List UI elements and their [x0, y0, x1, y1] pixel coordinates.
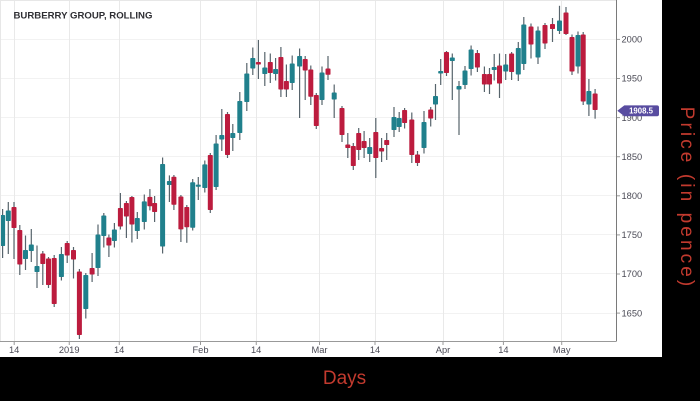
svg-text:BURBERRY GROUP, ROLLING: BURBERRY GROUP, ROLLING: [14, 10, 153, 21]
svg-text:1900: 1900: [622, 113, 643, 123]
svg-text:May: May: [553, 345, 571, 355]
svg-text:14: 14: [9, 345, 19, 355]
svg-text:Feb: Feb: [192, 345, 208, 355]
svg-text:1908.5: 1908.5: [629, 107, 654, 116]
svg-text:Mar: Mar: [311, 345, 327, 355]
svg-text:14: 14: [370, 345, 380, 355]
svg-text:2019: 2019: [59, 345, 80, 355]
svg-text:1650: 1650: [622, 308, 643, 318]
svg-text:1850: 1850: [622, 152, 643, 162]
svg-text:Apr: Apr: [436, 345, 450, 355]
svg-text:2000: 2000: [622, 35, 643, 45]
svg-text:14: 14: [251, 345, 261, 355]
svg-text:1800: 1800: [622, 191, 643, 201]
svg-text:1950: 1950: [622, 74, 643, 84]
svg-text:14: 14: [498, 345, 508, 355]
svg-text:14: 14: [114, 345, 124, 355]
svg-text:1750: 1750: [622, 230, 643, 240]
svg-text:1700: 1700: [622, 269, 643, 279]
